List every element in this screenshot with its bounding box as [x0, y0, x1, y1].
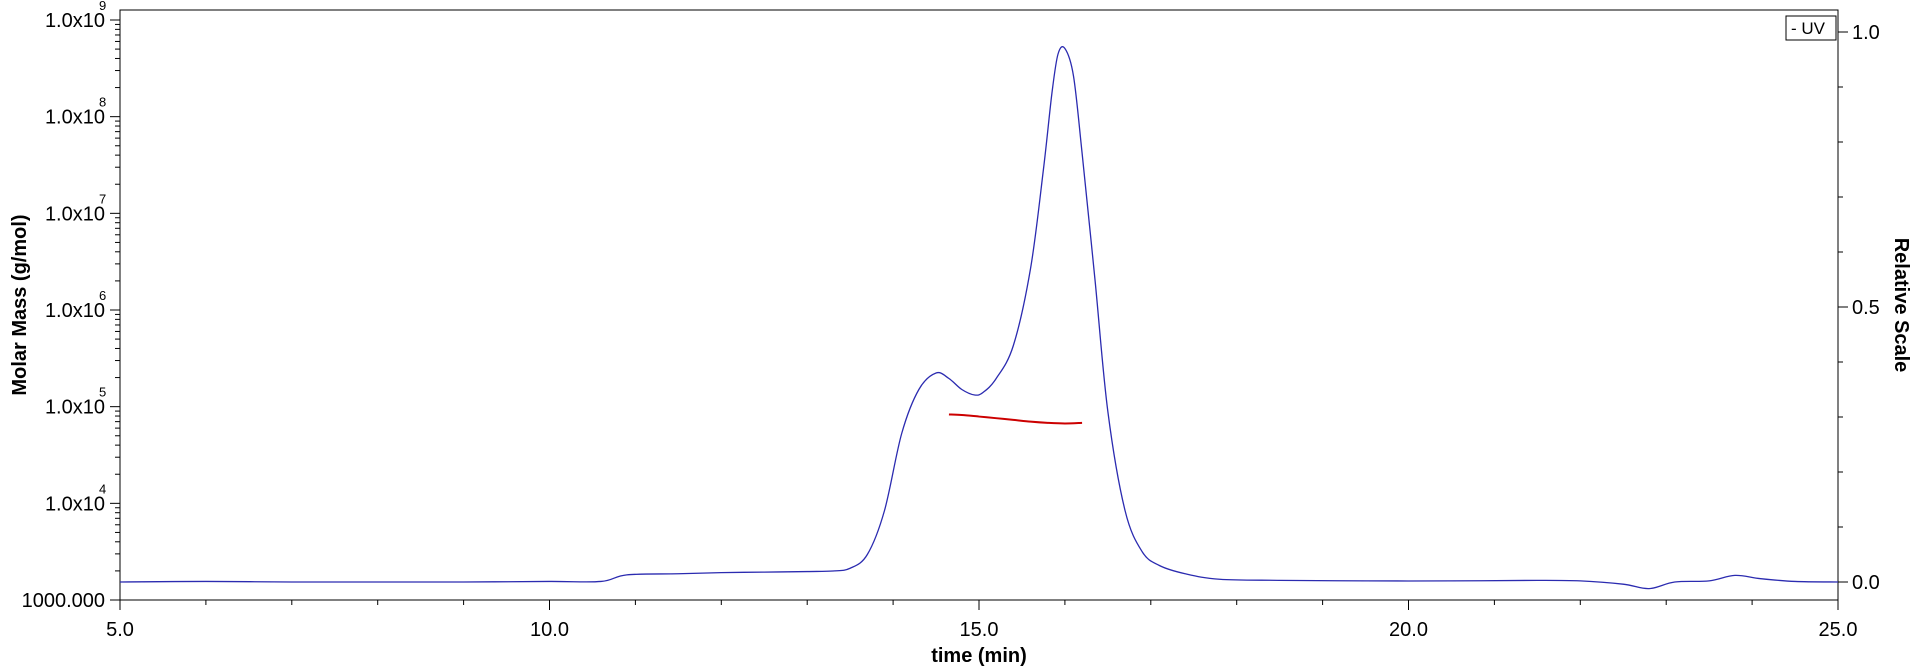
x-tick-label: 20.0: [1389, 619, 1428, 641]
y-left-axis-title: Molar Mass (g/mol): [9, 214, 31, 395]
x-tick-label: 10.0: [530, 619, 569, 641]
y-left-axis-ticks: 1000.0001.0x1041.0x1051.0x1061.0x1071.0x…: [22, 0, 120, 612]
y-right-tick-label: 0.5: [1852, 297, 1880, 319]
y-right-tick-label: 1.0: [1852, 22, 1880, 44]
x-tick-label: 15.0: [960, 619, 999, 641]
y-left-tick-exponent: 7: [99, 191, 106, 206]
y-left-tick-label: 1.0x10: [45, 397, 105, 419]
y-left-tick-exponent: 8: [99, 95, 106, 110]
x-axis-title: time (min): [931, 645, 1027, 667]
y-left-tick-label: 1000.000: [22, 590, 105, 612]
x-tick-label: 25.0: [1819, 619, 1858, 641]
y-left-tick-exponent: 4: [99, 481, 106, 496]
series-line-uv: [119, 46, 1839, 590]
y-left-tick-exponent: 9: [99, 0, 106, 13]
y-right-tick-label: 0.0: [1852, 572, 1880, 594]
y-right-axis-ticks: 0.0 0.5 1.0: [1838, 22, 1880, 594]
x-axis-ticks: 5.0 10.0 15.0 20.0 25.0: [106, 600, 1857, 641]
y-right-axis-title: Relative Scale: [1890, 238, 1912, 373]
legend-entry-uv: - UV: [1791, 19, 1826, 38]
series-line-molar-mass: [948, 413, 1083, 425]
y-left-tick-label: 1.0x10: [45, 203, 105, 225]
y-left-tick-exponent: 5: [99, 385, 106, 400]
y-left-tick-label: 1.0x10: [45, 300, 105, 322]
series-layer: [119, 46, 1839, 590]
y-left-tick-exponent: 6: [99, 288, 106, 303]
y-left-tick-label: 1.0x10: [45, 493, 105, 515]
legend-box: [1785, 15, 1837, 41]
y-left-tick-label: 1.0x10: [45, 10, 105, 32]
x-tick-label: 5.0: [106, 619, 134, 641]
plot-frame: [119, 9, 1839, 601]
y-left-tick-label: 1.0x10: [45, 107, 105, 129]
legend: - UV: [1785, 15, 1837, 41]
